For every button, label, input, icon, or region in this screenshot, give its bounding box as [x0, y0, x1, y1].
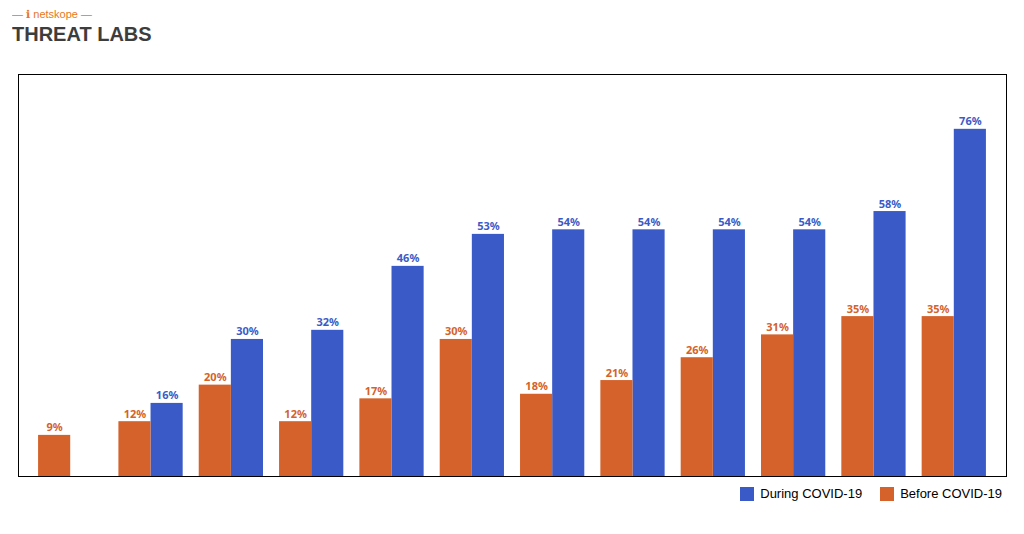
svg-text:21%: 21% [606, 365, 629, 380]
svg-text:31%: 31% [766, 319, 789, 334]
svg-text:76%: 76% [959, 113, 982, 128]
svg-text:12%: 12% [284, 406, 307, 421]
svg-text:53%: 53% [477, 218, 500, 233]
svg-text:12%: 12% [124, 406, 147, 421]
html-text:During COVID-19: During COVID-19 [760, 486, 863, 501]
svg-text:20%: 20% [204, 369, 227, 384]
svg-text:9%: 9% [47, 419, 63, 434]
svg-text:58%: 58% [879, 196, 902, 211]
svg-text:30%: 30% [445, 323, 468, 338]
svg-text:54%: 54% [557, 214, 580, 229]
svg-text:18%: 18% [525, 378, 548, 393]
svg-text:26%: 26% [686, 342, 709, 357]
svg-text:54%: 54% [718, 214, 741, 229]
svg-text:35%: 35% [847, 301, 870, 316]
html-text:THREAT LABS: THREAT LABS [12, 23, 152, 45]
html-text:Before COVID-19: Before COVID-19 [900, 486, 1002, 501]
svg-text:54%: 54% [798, 214, 821, 229]
svg-text:32%: 32% [316, 314, 339, 329]
svg-text:17%: 17% [365, 383, 388, 398]
html-text:— ℹ netskope —: — ℹ netskope — [12, 8, 92, 20]
svg-text:46%: 46% [397, 250, 420, 265]
svg-text:54%: 54% [638, 214, 661, 229]
svg-text:30%: 30% [236, 323, 259, 338]
svg-text:16%: 16% [156, 387, 179, 402]
svg-text:35%: 35% [927, 301, 950, 316]
